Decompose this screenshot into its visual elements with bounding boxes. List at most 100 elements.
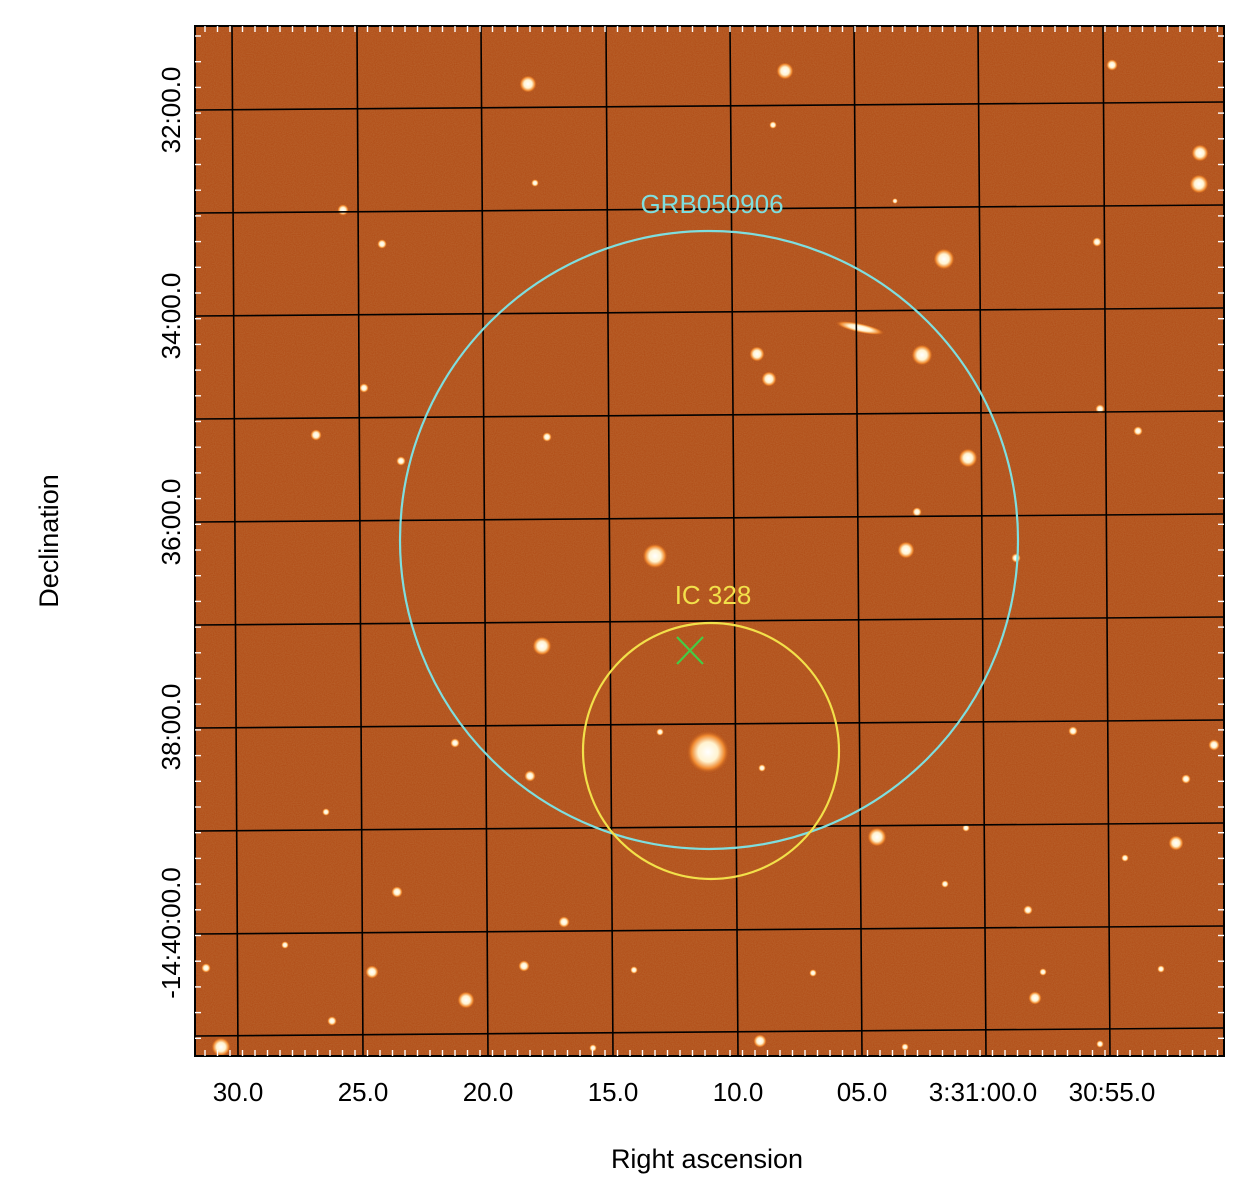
ic328-circle: [581, 621, 841, 881]
star: [1028, 991, 1042, 1005]
dec-tick-label: -14:40:00.0: [156, 867, 186, 999]
star: [337, 204, 349, 216]
star: [322, 808, 330, 816]
star: [1039, 968, 1047, 976]
grid-line-dec: [195, 616, 1224, 626]
star: [1157, 965, 1165, 973]
ra-tick-label: 30.0: [213, 1077, 264, 1107]
ra-tick-label: 15.0: [588, 1077, 639, 1107]
star: [761, 371, 777, 387]
ra-tick-label: 05.0: [837, 1077, 888, 1107]
grid-line-dec: [195, 101, 1224, 111]
star: [1096, 1040, 1104, 1048]
star: [1092, 237, 1102, 247]
star: [892, 198, 898, 204]
star: [365, 965, 379, 979]
ra-tick-label: 3:31:00.0: [929, 1077, 1037, 1107]
grid-line-ra: [356, 26, 364, 1056]
star: [1011, 553, 1021, 563]
grb-error-circle: [398, 229, 1020, 851]
star: [776, 62, 794, 80]
star: [1133, 426, 1143, 436]
dec-tick-label: 32:00.0: [156, 67, 186, 154]
star: [310, 429, 322, 441]
ra-tick-label: 10.0: [713, 1077, 764, 1107]
cross-marker-icon: [676, 636, 704, 665]
star: [450, 738, 460, 748]
image-noise: [195, 26, 1224, 1056]
grid-line-ra: [231, 26, 239, 1056]
star: [377, 239, 387, 249]
star: [1181, 774, 1191, 784]
image-frame: [194, 25, 1225, 1057]
grid-line-dec: [195, 719, 1224, 729]
star: [962, 824, 970, 832]
star-field: [201, 59, 1220, 1056]
star: [753, 1034, 767, 1048]
star: [867, 827, 887, 847]
ra-tick-label: 25.0: [338, 1077, 389, 1107]
image-field: [195, 26, 1224, 1056]
grid-line-ra: [729, 26, 739, 1056]
star: [519, 75, 537, 93]
ra-tick-labels: 30.0 25.0 20.0 15.0 10.0 05.0 3:31:00.0 …: [213, 1077, 1156, 1107]
star: [1106, 59, 1118, 71]
grid-line-dec: [195, 410, 1224, 420]
dec-tick-labels: 32:00.0 34:00.0 36:00.0 38:00.0 -14:40:0…: [156, 67, 186, 999]
y-axis-title: Declination: [34, 474, 64, 608]
star: [542, 432, 552, 442]
star: [1208, 739, 1220, 751]
ic328-label: IC 328: [675, 580, 752, 610]
star: [656, 728, 664, 736]
star: [281, 941, 289, 949]
star: [769, 121, 777, 129]
star: [201, 963, 211, 973]
star: [1068, 726, 1078, 736]
grid-line-ra: [605, 26, 614, 1056]
grid-line-dec: [195, 1027, 1224, 1037]
star: [1191, 144, 1209, 162]
star: [912, 507, 922, 517]
star: [532, 636, 552, 656]
star: [518, 960, 530, 972]
coordinate-grid: [195, 26, 1224, 1056]
star: [524, 770, 536, 782]
grid-line-ra: [977, 26, 987, 1056]
star: [642, 543, 668, 569]
star: [396, 456, 406, 466]
grid-line-ra: [853, 26, 863, 1056]
grid-line-dec: [195, 204, 1224, 214]
ra-tick-label: 20.0: [463, 1077, 514, 1107]
star: [1023, 905, 1033, 915]
star: [327, 1016, 337, 1026]
grid-line-dec: [195, 925, 1224, 935]
star: [1189, 174, 1209, 194]
star: [758, 764, 766, 772]
galaxy-streak: [834, 320, 886, 336]
grid-line-dec: [195, 307, 1224, 317]
grid-line-ra: [480, 26, 489, 1056]
star: [391, 886, 403, 898]
star: [958, 448, 978, 468]
grb-label: GRB050906: [640, 189, 783, 219]
star: [911, 344, 933, 366]
star: [749, 346, 765, 362]
star: [809, 969, 817, 977]
star: [359, 383, 369, 393]
ra-tick-label: 30:55.0: [1069, 1077, 1156, 1107]
star: [211, 1037, 231, 1056]
star: [933, 248, 955, 270]
star: [686, 730, 730, 774]
grid-line-ra: [1102, 26, 1111, 1056]
dec-tick-label: 36:00.0: [156, 479, 186, 566]
star: [531, 179, 539, 187]
star: [457, 991, 475, 1009]
star: [897, 541, 915, 559]
star: [941, 880, 949, 888]
frame-ticks: [195, 26, 1224, 1056]
star: [558, 916, 570, 928]
dec-tick-label: 34:00.0: [156, 273, 186, 360]
star: [901, 1043, 909, 1051]
star: [589, 1044, 597, 1052]
